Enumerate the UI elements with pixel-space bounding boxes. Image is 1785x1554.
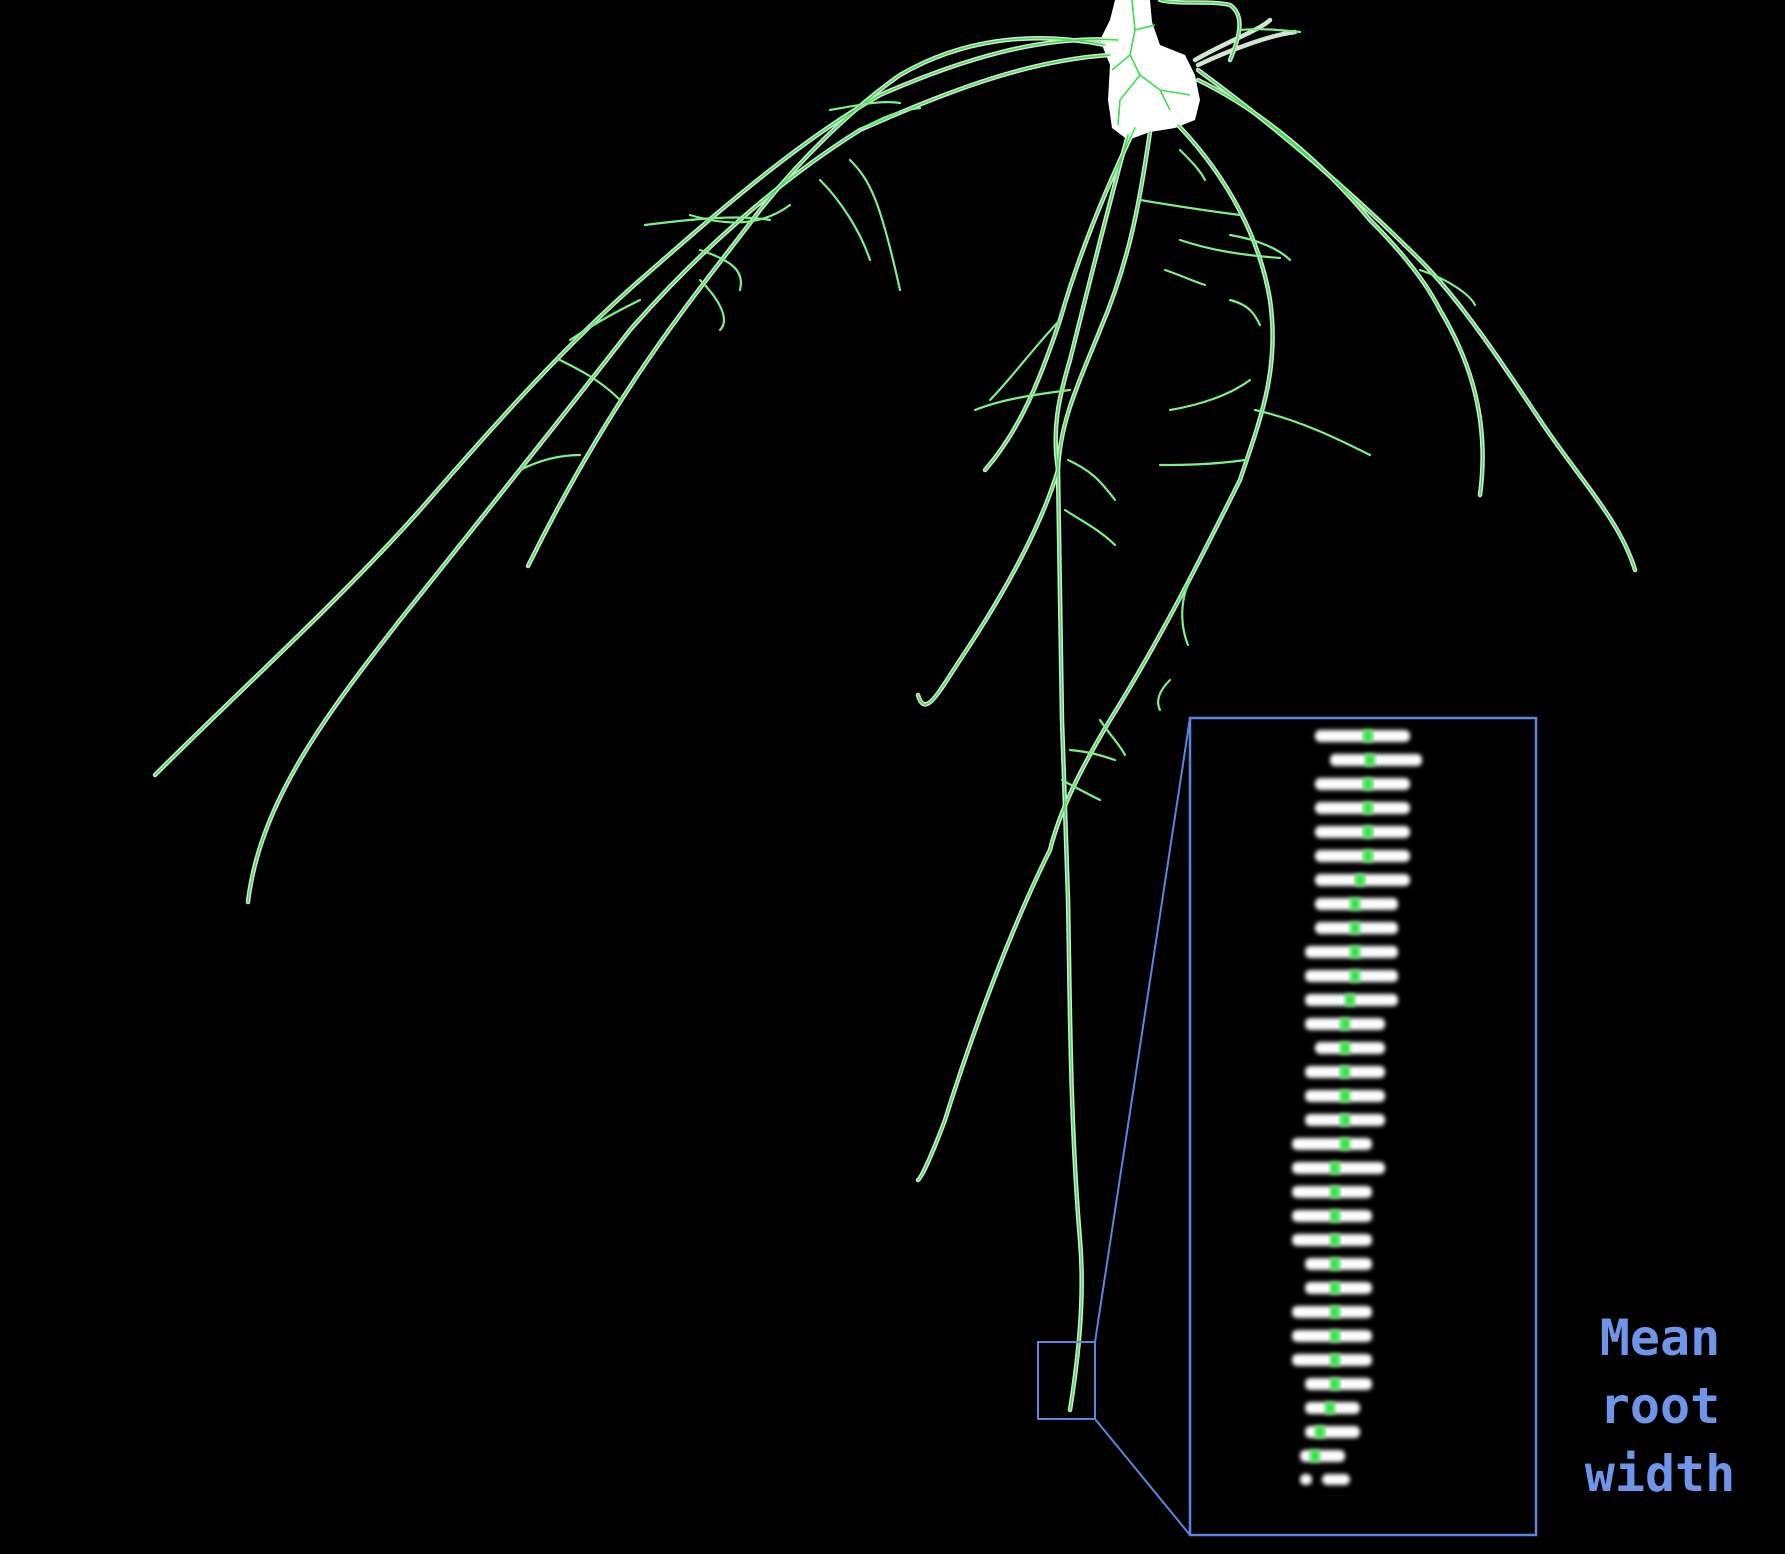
skeleton-point [1345,994,1355,1006]
crown-skeleton [1111,0,1191,126]
width-bar [1315,802,1410,814]
skeleton-point [1330,1234,1340,1246]
width-bar [1315,778,1410,790]
width-bar-tip [1300,1474,1312,1485]
zoom-panel [1188,716,1538,1537]
skeleton-point [1363,850,1373,862]
zoom-connector-top [1094,717,1191,1343]
skeleton-point [1340,1090,1350,1102]
skeleton-point [1330,1330,1340,1342]
skeleton-point [1330,1282,1340,1294]
skeleton-point [1350,922,1360,934]
skeleton-point [1350,898,1360,910]
skeleton-point [1340,1066,1350,1078]
skeleton-point [1340,1138,1350,1150]
skeleton-point [1330,1378,1340,1390]
width-bar-tip [1322,1474,1350,1485]
width-bar [1315,850,1410,862]
skeleton-point [1363,826,1373,838]
skeleton-point [1330,1162,1340,1174]
zoom-connector-bottom [1094,1418,1191,1536]
width-bar [1315,730,1410,742]
skeleton-point [1365,754,1375,766]
skeleton-point [1340,1042,1350,1054]
caption-line-3: width [1584,1445,1736,1503]
skeleton-point [1350,970,1360,982]
width-bar [1330,754,1422,766]
skeleton-point [1330,1186,1340,1198]
skeleton-point [1325,1402,1335,1414]
skeleton-point [1330,1306,1340,1318]
root-system [152,0,1638,1413]
skeleton-point [1315,1426,1325,1438]
root-crown [1100,0,1200,140]
width-bar [1305,1426,1360,1438]
mean-root-width-caption: Mean root width [1540,1304,1780,1508]
skeleton-point [1350,946,1360,958]
skeleton-point [1363,802,1373,814]
skeleton-point [1330,1210,1340,1222]
width-bar [1292,1138,1372,1150]
skeleton-point [1355,874,1365,886]
caption-line-2: root [1599,1377,1721,1435]
skeleton-point [1340,1114,1350,1126]
root-width-bars [1292,730,1422,1485]
skeleton-point [1363,778,1373,790]
caption-line-1: Mean [1599,1309,1721,1367]
width-bar [1300,1450,1345,1462]
zoom-region-box [1037,1341,1096,1420]
skeleton-point [1330,1258,1340,1270]
skeleton-point [1363,730,1373,742]
width-bar [1315,826,1410,838]
skeleton-point [1310,1450,1320,1462]
skeleton-point [1330,1354,1340,1366]
skeleton-point [1340,1018,1350,1030]
